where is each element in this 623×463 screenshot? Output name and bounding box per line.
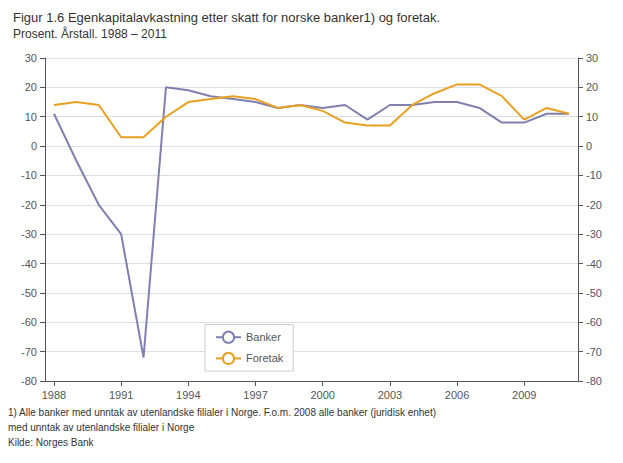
svg-text:20: 20 — [25, 81, 37, 93]
svg-text:-50: -50 — [586, 287, 602, 299]
svg-text:30: 30 — [586, 52, 598, 64]
svg-text:Figur 1.6 Egenkapitalavkastnin: Figur 1.6 Egenkapitalavkastning etter sk… — [13, 10, 440, 25]
svg-text:10: 10 — [25, 111, 37, 123]
svg-text:20: 20 — [586, 81, 598, 93]
svg-text:0: 0 — [31, 140, 37, 152]
svg-text:2009: 2009 — [512, 389, 536, 401]
svg-text:-40: -40 — [586, 258, 602, 270]
svg-text:30: 30 — [25, 52, 37, 64]
svg-text:0: 0 — [586, 140, 592, 152]
svg-text:-30: -30 — [21, 228, 37, 240]
svg-text:med unntak av utenlandske fili: med unntak av utenlandske filialer i Nor… — [8, 422, 195, 433]
svg-text:1997: 1997 — [243, 389, 267, 401]
svg-text:2000: 2000 — [310, 389, 334, 401]
svg-text:1994: 1994 — [176, 389, 200, 401]
svg-text:1991: 1991 — [109, 389, 133, 401]
svg-text:Prosent. Årstall. 1988 – 2011: Prosent. Årstall. 1988 – 2011 — [13, 26, 167, 41]
svg-text:-10: -10 — [586, 169, 602, 181]
svg-text:-50: -50 — [21, 287, 37, 299]
svg-text:-40: -40 — [21, 258, 37, 270]
svg-text:-30: -30 — [586, 228, 602, 240]
svg-text:-70: -70 — [586, 346, 602, 358]
svg-text:-60: -60 — [21, 316, 37, 328]
svg-text:2003: 2003 — [378, 389, 402, 401]
svg-text:-80: -80 — [586, 375, 602, 387]
svg-text:Foretak: Foretak — [246, 352, 284, 364]
svg-text:-60: -60 — [586, 316, 602, 328]
svg-text:1) Alle banker med unntak av u: 1) Alle banker med unntak av utenlandske… — [8, 407, 436, 418]
svg-text:Kilde: Norges Bank: Kilde: Norges Bank — [8, 437, 95, 448]
svg-text:-20: -20 — [21, 199, 37, 211]
svg-text:-70: -70 — [21, 346, 37, 358]
svg-text:-10: -10 — [21, 169, 37, 181]
svg-text:10: 10 — [586, 111, 598, 123]
svg-text:1988: 1988 — [42, 389, 66, 401]
svg-text:Banker: Banker — [246, 331, 281, 343]
svg-text:-20: -20 — [586, 199, 602, 211]
svg-text:2006: 2006 — [445, 389, 469, 401]
svg-text:-80: -80 — [21, 375, 37, 387]
